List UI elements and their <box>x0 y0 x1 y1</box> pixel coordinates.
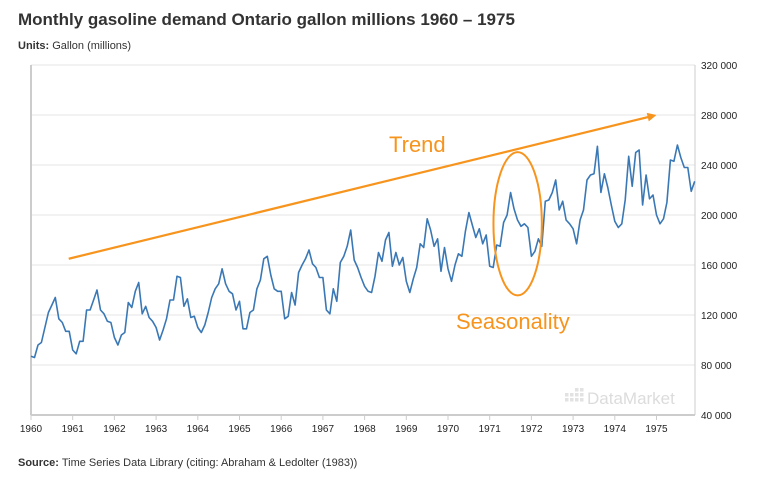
y-tick-label: 240 000 <box>701 161 738 172</box>
x-tick-label: 1962 <box>103 424 126 435</box>
x-tick-label: 1974 <box>604 424 627 435</box>
source-value: Time Series Data Library (citing: Abraha… <box>61 457 358 469</box>
watermark-dot <box>565 393 569 397</box>
watermark-dot <box>580 393 584 397</box>
y-tick-label: 280 000 <box>701 111 738 122</box>
trend-arrowhead-icon <box>646 112 657 122</box>
y-tick-label: 80 000 <box>701 361 732 372</box>
units-value: Gallon (millions) <box>52 40 132 52</box>
watermark-dot <box>570 398 574 402</box>
units-line: Units: Gallon (millions) <box>18 40 131 52</box>
y-tick-label: 120 000 <box>701 311 738 322</box>
watermark-text: DataMarket <box>587 389 675 408</box>
watermark-dot <box>575 393 579 397</box>
trend-label: Trend <box>389 132 446 157</box>
y-tick-label: 160 000 <box>701 261 738 272</box>
datamarket-watermark: DataMarket <box>565 388 675 408</box>
watermark-dot <box>580 398 584 402</box>
x-tick-label: 1966 <box>270 424 293 435</box>
x-tick-label: 1967 <box>312 424 335 435</box>
watermark-dot <box>570 393 574 397</box>
source-line: Source: Time Series Data Library (citing… <box>18 457 357 469</box>
y-tick-label: 40 000 <box>701 411 732 422</box>
x-tick-label: 1969 <box>395 424 418 435</box>
watermark-dot <box>580 388 584 392</box>
watermark-dot <box>575 388 579 392</box>
x-tick-label: 1965 <box>228 424 251 435</box>
x-tick-label: 1961 <box>62 424 85 435</box>
series-line-gasoline-demand <box>30 144 696 359</box>
x-tick-label: 1970 <box>437 424 460 435</box>
y-tick-label: 320 000 <box>701 61 738 72</box>
y-tick-label: 200 000 <box>701 211 738 222</box>
seasonality-ellipse <box>492 151 543 297</box>
seasonality-label: Seasonality <box>456 309 570 334</box>
trend-arrow <box>68 114 653 260</box>
x-tick-label: 1972 <box>520 424 543 435</box>
units-label: Units: <box>18 40 50 52</box>
x-tick-label: 1973 <box>562 424 585 435</box>
x-tick-label: 1971 <box>479 424 502 435</box>
watermark-dot <box>575 398 579 402</box>
x-tick-label: 1975 <box>645 424 668 435</box>
x-tick-label: 1963 <box>145 424 168 435</box>
x-tick-label: 1968 <box>353 424 376 435</box>
watermark-dot <box>565 398 569 402</box>
x-tick-label: 1964 <box>187 424 210 435</box>
chart-title: Monthly gasoline demand Ontario gallon m… <box>18 10 515 29</box>
source-label: Source: <box>18 457 59 469</box>
x-tick-label: 1960 <box>20 424 43 435</box>
